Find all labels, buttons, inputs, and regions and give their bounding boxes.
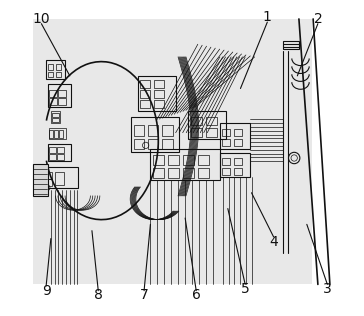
Bar (234, 139, 242, 146)
Bar (148, 139, 158, 149)
Bar (138, 76, 176, 111)
Bar (140, 90, 150, 98)
Bar (48, 84, 71, 107)
Bar (222, 168, 230, 175)
Bar (33, 164, 48, 196)
Bar (198, 168, 209, 178)
Bar (198, 155, 209, 165)
Bar (48, 72, 54, 77)
Bar (43, 167, 78, 188)
Bar (220, 153, 250, 177)
Bar (49, 130, 53, 138)
Bar (150, 149, 220, 180)
Bar (154, 100, 164, 108)
Bar (58, 98, 66, 105)
Bar (162, 139, 173, 149)
Bar (134, 125, 144, 136)
Bar (48, 144, 71, 161)
Bar (153, 155, 164, 165)
Bar (57, 154, 64, 160)
Bar (154, 80, 164, 88)
Bar (220, 123, 250, 149)
Bar (49, 98, 57, 105)
Bar (44, 172, 52, 179)
Bar (55, 172, 64, 185)
Text: 10: 10 (32, 12, 50, 26)
Bar (140, 100, 150, 108)
Bar (168, 155, 179, 165)
Bar (52, 113, 59, 117)
Text: 5: 5 (241, 282, 250, 296)
Bar (56, 72, 61, 77)
Bar (134, 139, 144, 149)
Bar (52, 118, 59, 122)
Bar (57, 147, 64, 153)
Bar (56, 64, 61, 70)
Bar (54, 130, 58, 138)
Bar (49, 154, 56, 160)
Bar (283, 41, 299, 49)
Bar (234, 129, 242, 136)
Bar (206, 117, 217, 125)
Bar (222, 129, 230, 136)
Bar (183, 155, 194, 165)
Bar (49, 147, 56, 153)
Text: 2: 2 (313, 12, 322, 26)
Bar (58, 90, 66, 97)
Bar (59, 130, 63, 138)
Bar (190, 117, 202, 125)
Bar (51, 111, 60, 123)
Bar (153, 168, 164, 178)
Text: 3: 3 (323, 282, 332, 296)
Bar (234, 168, 242, 175)
Text: 1: 1 (263, 10, 272, 24)
Bar (222, 139, 230, 146)
Bar (140, 80, 150, 88)
Bar (183, 168, 194, 178)
Text: 7: 7 (140, 289, 149, 302)
Text: 8: 8 (94, 289, 103, 302)
Bar (162, 125, 173, 136)
Bar (131, 117, 179, 152)
Bar (48, 64, 54, 70)
Text: 6: 6 (192, 289, 201, 302)
Text: 4: 4 (269, 235, 278, 249)
Bar (49, 90, 57, 97)
Bar (44, 179, 52, 186)
Bar (190, 128, 202, 137)
Text: 9: 9 (42, 284, 51, 298)
Bar (234, 158, 242, 165)
Bar (33, 19, 312, 284)
Bar (46, 60, 65, 79)
Bar (222, 158, 230, 165)
Bar (154, 90, 164, 98)
Bar (206, 128, 217, 137)
Bar (49, 128, 66, 139)
Bar (188, 111, 226, 139)
Bar (148, 125, 158, 136)
Bar (168, 168, 179, 178)
